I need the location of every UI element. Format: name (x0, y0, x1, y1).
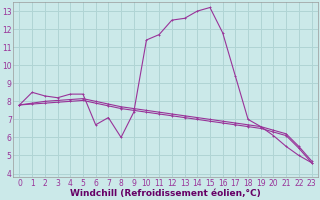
X-axis label: Windchill (Refroidissement éolien,°C): Windchill (Refroidissement éolien,°C) (70, 189, 261, 198)
